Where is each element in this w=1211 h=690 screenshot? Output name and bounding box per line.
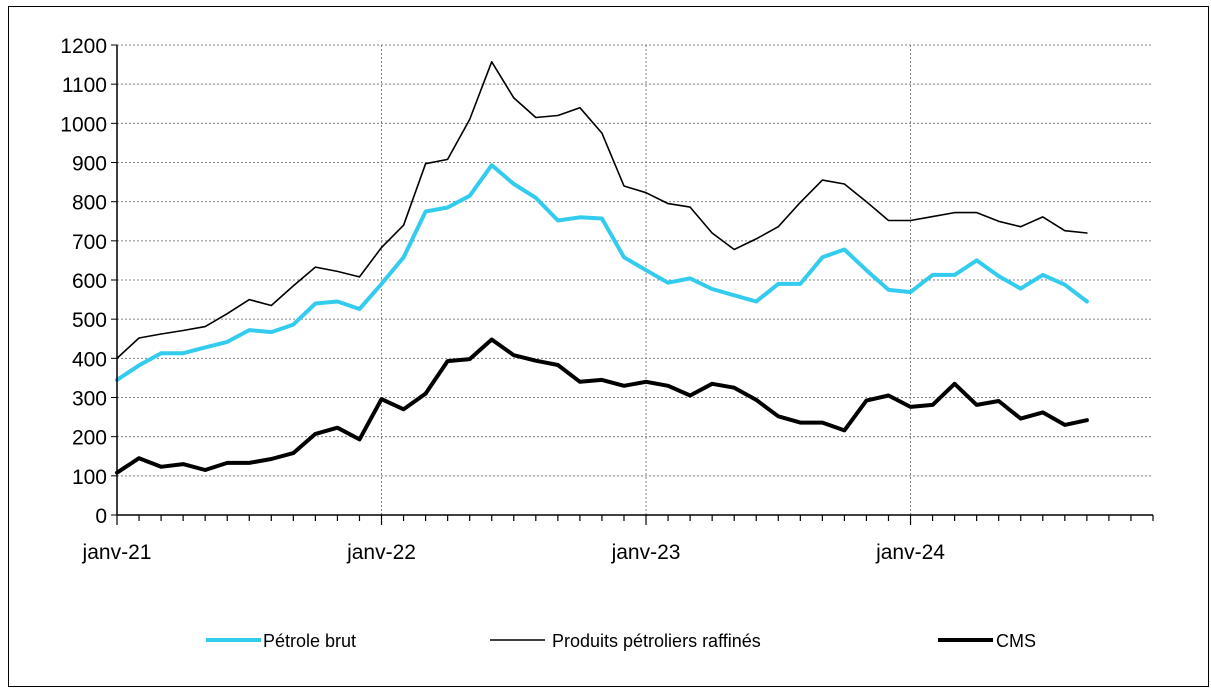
x-tick-label: janv-21	[82, 541, 152, 564]
x-tick-label: janv-23	[611, 541, 681, 564]
y-tick-label: 200	[72, 427, 107, 450]
legend-label: CMS	[996, 631, 1036, 651]
y-tick-labels: 0 100 200 300 400 500 600 700 800 900 1000 1100 1200	[60, 35, 107, 528]
y-tick-label: 800	[72, 192, 107, 215]
y-tick-label: 1200	[60, 35, 107, 58]
y-tick-label: 300	[72, 388, 107, 411]
y-tick-label: 0	[95, 505, 107, 528]
series-line-2	[116, 60, 1088, 360]
x-tick-labels: janv-21 janv-22 janv-23 janv-24	[82, 541, 946, 564]
y-tick-label: 700	[72, 231, 107, 254]
y-tick-label: 600	[72, 270, 107, 293]
series-line-1	[115, 163, 1089, 382]
gridlines	[117, 44, 1153, 515]
y-tick-label: 1000	[60, 113, 107, 136]
legend: Pétrole brut Produits pétroliers raffinés…	[206, 631, 1036, 651]
x-tick-label: janv-22	[346, 541, 416, 564]
series-lines	[115, 60, 1089, 475]
y-tick-label: 900	[72, 153, 107, 176]
series-line-3	[115, 337, 1089, 475]
legend-label: Produits pétroliers raffinés	[552, 631, 761, 651]
y-tick-label: 100	[72, 466, 107, 489]
y-tick-label: 1100	[62, 74, 107, 97]
x-tick-label: janv-24	[875, 541, 945, 564]
chart-frame	[8, 6, 1209, 687]
legend-label: Pétrole brut	[263, 631, 356, 651]
axes	[111, 44, 1154, 525]
y-tick-label: 500	[72, 309, 107, 332]
y-tick-label: 400	[72, 348, 107, 371]
